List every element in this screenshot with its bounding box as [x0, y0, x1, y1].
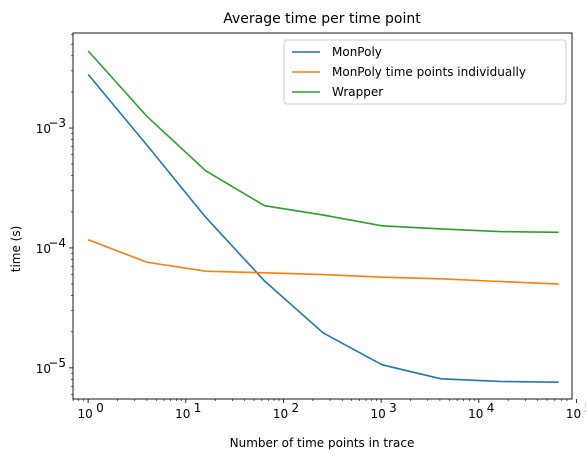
x-tick-exponent: 1 — [194, 401, 202, 415]
series-line-wrapper — [87, 50, 559, 234]
legend-label: MonPoly time points individually — [332, 65, 526, 79]
x-tick-label: 10 — [370, 407, 385, 421]
y-tick-label: 10 — [36, 362, 51, 376]
y-tick-label: 10 — [36, 242, 51, 256]
chart-title: Average time per time point — [223, 11, 421, 27]
x-tick-label: 10 — [468, 407, 483, 421]
y-tick-exponent: −4 — [48, 236, 66, 250]
x-tick-exponent: 2 — [291, 401, 299, 415]
x-tick-label: 10 — [175, 407, 190, 421]
legend-box — [283, 39, 567, 105]
plot-area: 100101102103104105−510−410−310MonPolyMon… — [36, 32, 586, 421]
y-tick-exponent: −3 — [48, 116, 66, 130]
legend-label: MonPoly — [332, 45, 382, 59]
x-axis-label: Number of time points in trace — [230, 436, 415, 450]
y-tick-label: 10 — [36, 122, 51, 136]
y-tick-exponent: −5 — [48, 356, 66, 370]
x-tick-label: 10 — [273, 407, 288, 421]
axes-frame — [72, 32, 573, 400]
x-tick-exponent: 4 — [487, 401, 495, 415]
series-line-monpoly-time-points-individually — [87, 239, 559, 285]
series-line-monpoly — [87, 73, 559, 383]
x-tick-exponent: 0 — [96, 401, 104, 415]
legend-label: Wrapper — [332, 85, 383, 99]
x-tick-exponent: 5 — [584, 401, 586, 415]
x-tick-label: 10 — [566, 407, 581, 421]
y-axis-label: time (s) — [9, 226, 23, 273]
x-tick-exponent: 3 — [389, 401, 397, 415]
x-tick-label: 10 — [77, 407, 92, 421]
